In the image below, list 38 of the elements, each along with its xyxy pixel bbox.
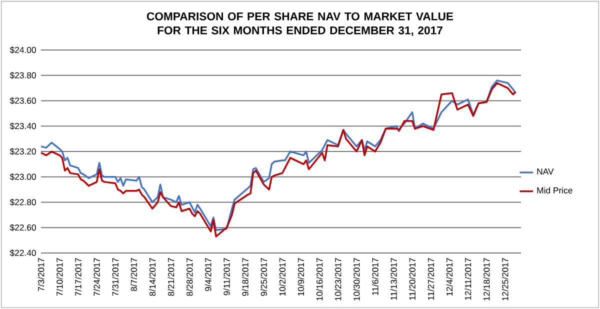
x-tick-label: 9/18/2017 [242, 258, 248, 296]
x-tick-label: 11/27/2017 [428, 258, 434, 300]
y-tick-label: $23.00 [10, 173, 36, 180]
legend-label: Mid Price [537, 187, 572, 194]
y-tick-label: $23.40 [10, 122, 36, 130]
x-tick-label: 7/24/2017 [94, 258, 100, 296]
x-tick-label: 8/14/2017 [149, 258, 156, 296]
x-tick-label: 8/7/2017 [130, 258, 138, 292]
chart-title: COMPARISON OF PER SHARE NAV TO MARKET VALUE FOR THE SIX MONTHS ENDED DECEMBER 31, 2017 [146, 12, 454, 36]
x-tick-label: 9/4/2017 [204, 258, 212, 292]
y-tick-label: $23.20 [10, 148, 36, 155]
x-tick-label: 10/30/2017 [353, 258, 360, 300]
x-tick-label: 9/11/2017 [223, 258, 230, 296]
x-tick-label: 12/4/2017 [446, 258, 453, 296]
y-tick-label: $22.40 [10, 249, 36, 256]
x-tick-label: 12/25/2017 [502, 258, 508, 300]
x-tick-label: 8/21/2017 [168, 258, 174, 296]
x-tick-label: 9/25/2017 [260, 258, 267, 296]
x-tick-label: 8/28/2017 [186, 258, 193, 296]
x-tick-label: 10/16/2017 [316, 258, 323, 300]
legend-label: NAV [537, 168, 554, 174]
y-tick-label: $24.00 [10, 46, 36, 54]
x-tick-label: 12/18/2017 [483, 258, 490, 300]
x-tick-label: 11/20/2017 [409, 258, 416, 300]
x-tick-label: 7/31/2017 [112, 258, 118, 296]
x-tick-label: 7/17/2017 [74, 258, 82, 296]
x-tick-label: 10/9/2017 [298, 258, 304, 296]
y-tick-label: $22.60 [10, 224, 36, 232]
x-tick-label: 11/13/2017 [390, 258, 397, 300]
y-tick-label: $22.80 [10, 198, 36, 206]
y-tick-label: $23.60 [10, 97, 36, 104]
y-tick-label: $23.80 [10, 72, 36, 79]
x-tick-label: 7/10/2017 [56, 258, 63, 296]
x-tick-label: 7/3/2017 [38, 258, 44, 291]
x-tick-label: 11/6/2017 [372, 258, 378, 295]
x-tick-label: 10/2/2017 [279, 258, 286, 296]
x-tick-label: 12/11/2017 [464, 258, 472, 300]
x-tick-label: 10/23/2017 [334, 258, 342, 300]
